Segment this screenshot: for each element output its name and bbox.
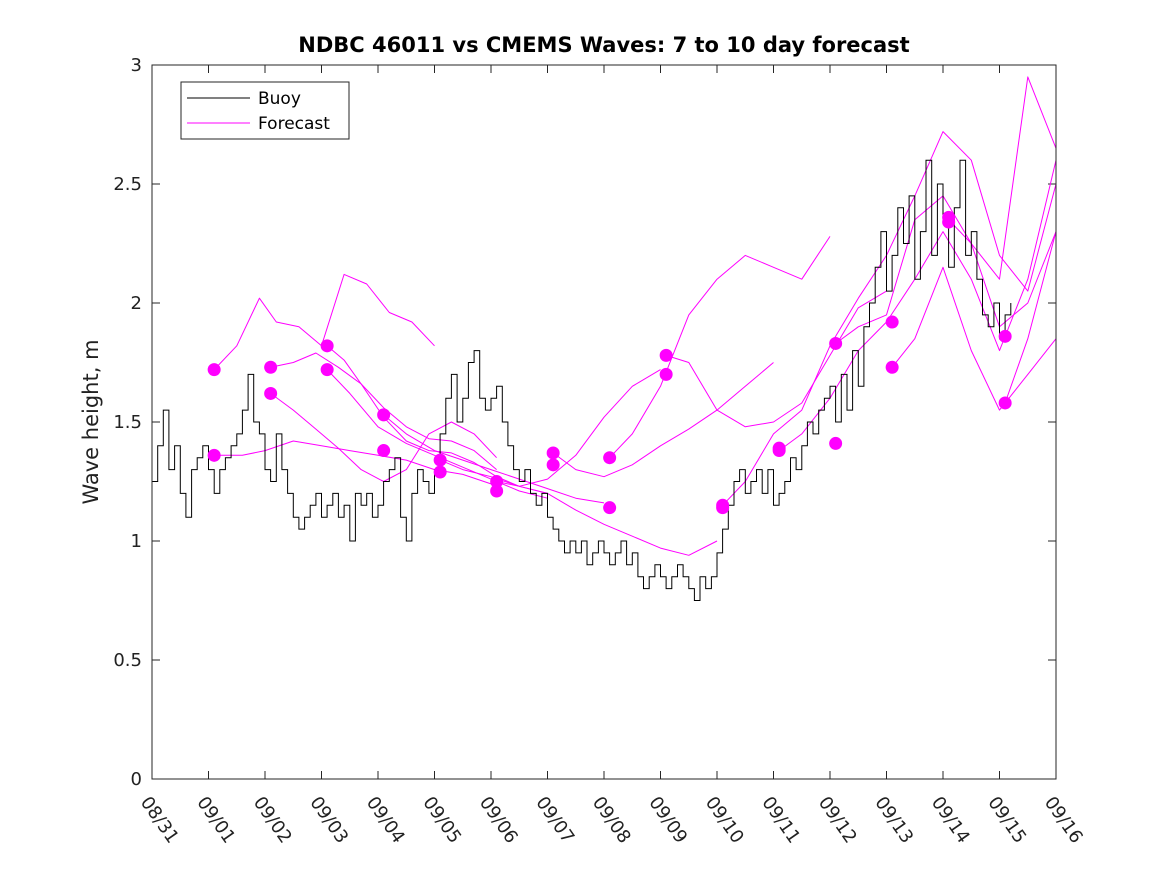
legend: Buoy Forecast (180, 81, 350, 140)
forecast-start-marker (885, 360, 899, 374)
forecast-start-marker (320, 339, 334, 353)
forecast-start-marker (207, 363, 221, 377)
forecast-series-line-3 (270, 352, 497, 470)
series-layer (152, 76, 1057, 601)
forecast-series-line-6 (326, 369, 548, 499)
forecast-start-marker (829, 336, 843, 350)
forecast-start-marker (659, 348, 673, 362)
forecast-start-marker (207, 448, 221, 462)
forecast-start-marker (433, 465, 447, 479)
y-axis-label: Wave height, m (79, 339, 103, 504)
forecast-series-line-11 (609, 236, 831, 459)
forecast-start-marker (998, 396, 1012, 410)
plot-frame (151, 64, 1057, 780)
forecast-start-marker (490, 484, 504, 498)
y-tick-label: 2.5 (113, 174, 142, 195)
y-tick-label: 3 (131, 55, 142, 76)
forecast-series-line-8 (439, 369, 661, 487)
y-tick-label: 0.5 (113, 650, 142, 671)
forecast-start-marker (264, 386, 278, 400)
forecast-start-marker (998, 329, 1012, 343)
forecast-series-line-16 (891, 266, 1057, 411)
plot-area (152, 65, 1056, 779)
forecast-series-line-18 (1004, 231, 1057, 404)
forecast-start-marker (603, 501, 617, 515)
forecast-start-marker (490, 475, 504, 488)
forecast-start-marker (433, 453, 447, 467)
forecast-start-marker (546, 458, 560, 472)
y-tick-label: 0 (131, 769, 142, 790)
legend-box (180, 81, 350, 140)
buoy-series-line (152, 159, 1012, 601)
forecast-start-marker (546, 446, 560, 460)
forecast-markers (207, 210, 1012, 515)
forecast-series-line-12 (665, 290, 887, 428)
forecast-start-marker (716, 501, 730, 515)
forecast-start-marker (659, 367, 673, 381)
forecast-series-line-9 (496, 481, 718, 556)
legend-buoy-label: Buoy (258, 89, 301, 109)
forecast-start-marker (264, 360, 278, 374)
y-tick-label: 1.5 (113, 412, 142, 433)
y-tick-label: 1 (131, 531, 142, 552)
forecast-start-marker (942, 215, 956, 229)
forecast-series-line-7 (383, 414, 605, 504)
forecast-start-marker (320, 363, 334, 377)
forecast-series-line-5 (326, 345, 548, 494)
forecast-start-marker (829, 436, 843, 450)
forecast-start-marker (377, 408, 391, 422)
forecast-series-line-10 (552, 362, 774, 478)
forecast-start-marker (603, 451, 617, 465)
y-tick-label: 2 (131, 293, 142, 314)
chart-title: NDBC 46011 vs CMEMS Waves: 7 to 10 day f… (298, 33, 909, 57)
forecast-start-marker (772, 444, 786, 458)
legend-forecast-label: Forecast (258, 114, 330, 134)
forecast-start-marker (885, 315, 899, 329)
forecast-start-marker (377, 444, 391, 458)
